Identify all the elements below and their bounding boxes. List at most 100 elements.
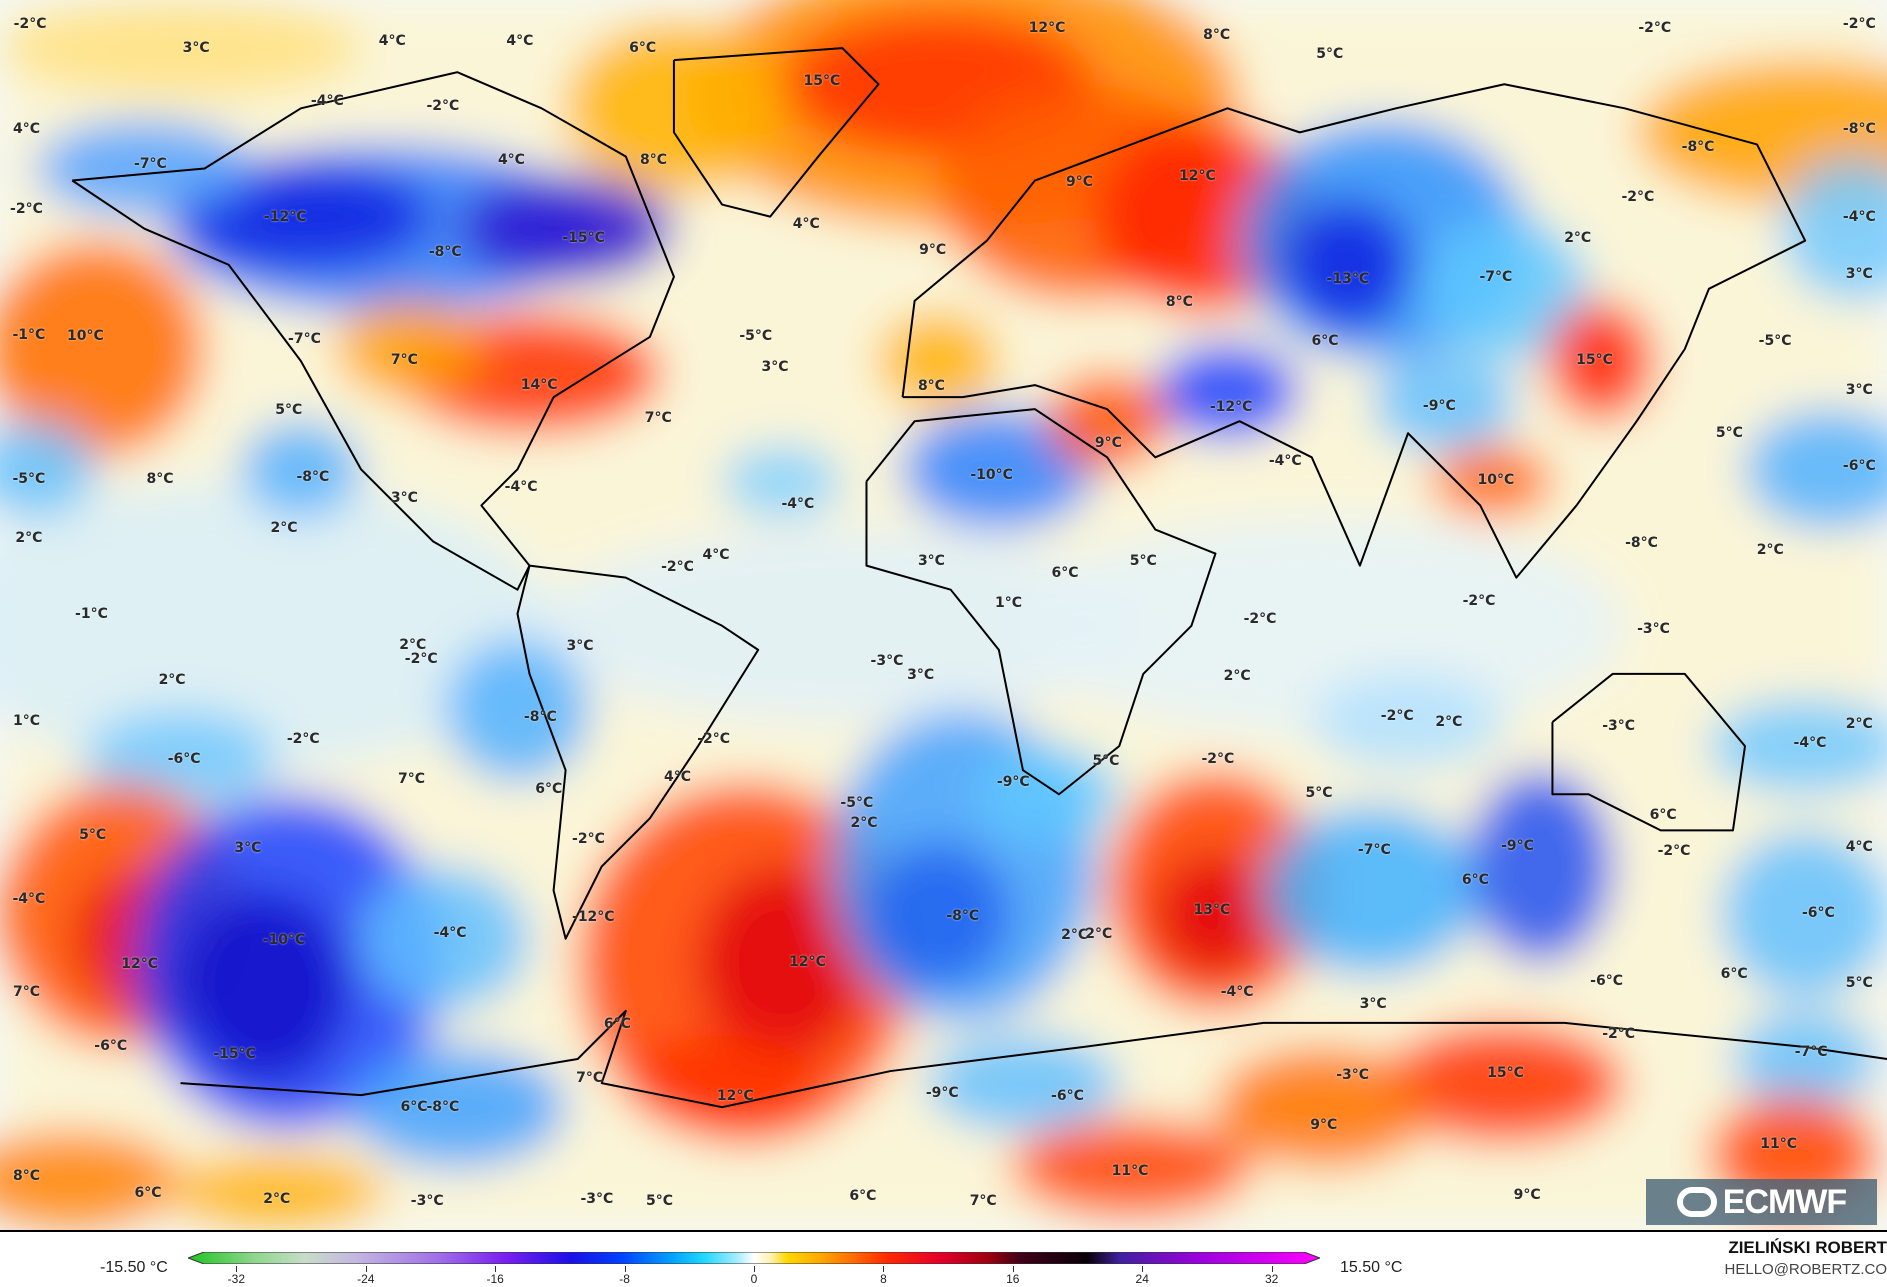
anomaly-region: [1281, 198, 1415, 331]
temperature-label: -9°C: [1422, 397, 1456, 414]
temperature-label: -4°C: [1842, 208, 1876, 225]
temperature-label: -2°C: [661, 558, 694, 575]
temperature-label: -6°C: [1051, 1088, 1084, 1105]
logo-text: ECMWF: [1722, 1182, 1847, 1221]
temperature-label: -2°C: [1657, 842, 1691, 859]
temperature-label: -3°C: [1637, 621, 1670, 638]
anomaly-field: [0, 0, 1887, 1230]
anomaly-region: [1383, 1022, 1625, 1144]
temperature-label: 8°C: [639, 152, 667, 169]
anomaly-region: [1720, 830, 1887, 999]
temperature-label: 2°C: [1085, 925, 1113, 942]
temperature-label: 15°C: [1487, 1065, 1524, 1082]
temperature-label: 2°C: [399, 637, 427, 654]
temperature-label: -2°C: [572, 830, 605, 847]
temperature-label: -4°C: [12, 890, 46, 907]
temperature-label: -3°C: [410, 1193, 444, 1210]
temperature-label: -5°C: [739, 327, 773, 344]
anomaly-region: [541, 529, 1144, 723]
temperature-label: 3°C: [1845, 266, 1873, 283]
anomaly-region: [1046, 373, 1168, 470]
temperature-label: 6°C: [1051, 564, 1079, 581]
temperature-label: -4°C: [1793, 734, 1827, 751]
temperature-label: -8°C: [428, 243, 462, 260]
temperature-label: 6°C: [535, 781, 563, 798]
temperature-label: -2°C: [1462, 592, 1496, 609]
temperature-label: 5°C: [1316, 46, 1344, 63]
temperature-label: 2°C: [1564, 230, 1592, 247]
temperature-label: 4°C: [792, 215, 820, 232]
temperature-label: 8°C: [1165, 294, 1193, 311]
temperature-label: -7°C: [134, 155, 167, 172]
temperature-label: 14°C: [520, 377, 558, 394]
temperature-label: 5°C: [1129, 552, 1157, 569]
temperature-label: -9°C: [1501, 838, 1534, 855]
temperature-label: -2°C: [697, 730, 731, 747]
anomaly-region: [336, 300, 482, 398]
colorbar-tick-label: -16: [486, 1272, 504, 1286]
temperature-label: 4°C: [1845, 839, 1873, 856]
temperature-label: -2°C: [1621, 189, 1655, 206]
temperature-label: -6°C: [1842, 457, 1876, 474]
temperature-label: 3°C: [1845, 381, 1873, 398]
anomaly-region: [0, 240, 205, 458]
anomaly-region: [84, 710, 277, 807]
anomaly-region: [1781, 156, 1887, 301]
temperature-label: -15°C: [562, 230, 605, 247]
temperature-label: 2°C: [850, 815, 878, 832]
anomaly-region: [1311, 673, 1505, 771]
temperature-label: 8°C: [146, 470, 174, 487]
temperature-label: -8°C: [426, 1099, 460, 1116]
temperature-label: -13°C: [1326, 271, 1370, 288]
temperature-label: 12°C: [1179, 167, 1216, 184]
temperature-label: 11°C: [1760, 1136, 1798, 1153]
temperature-label: -1°C: [12, 326, 46, 343]
colorbar-tick: [365, 1266, 367, 1272]
temperature-label: 12°C: [716, 1088, 754, 1105]
temperature-label: 2°C: [1223, 668, 1251, 685]
anomaly-region: [1468, 770, 1613, 963]
temperature-label: -2°C: [1243, 610, 1277, 627]
temperature-label: 5°C: [645, 1193, 673, 1210]
temperature-label: 4°C: [702, 546, 730, 563]
anomaly-region: [361, 866, 530, 1011]
min-value-label: -15.50 °C: [100, 1259, 168, 1276]
temperature-label: 15°C: [1576, 351, 1613, 368]
temperature-label: 7°C: [398, 770, 426, 787]
temperature-label: -12°C: [263, 208, 307, 225]
temperature-label: 9°C: [919, 242, 947, 259]
temperature-label: 3°C: [390, 490, 418, 507]
temperature-label: -2°C: [1201, 751, 1235, 768]
temperature-label: 9°C: [1094, 434, 1122, 451]
temperature-label: 2°C: [270, 520, 298, 537]
colorbar-tick-label: 0: [750, 1272, 758, 1286]
temperature-label: -3°C: [580, 1190, 614, 1207]
colorbar-tick: [883, 1266, 885, 1272]
anomaly-region: [1010, 1119, 1252, 1216]
temperature-label: 3°C: [907, 667, 935, 684]
colorbar-tick-label: 8: [880, 1272, 887, 1286]
coastline-australia: [1551, 672, 1746, 832]
temperature-label: -6°C: [167, 751, 201, 768]
temperature-label: -2°C: [404, 651, 438, 668]
temperature-label: 6°C: [1461, 871, 1489, 888]
temperature-label: -3°C: [1336, 1066, 1370, 1083]
temperature-label: 7°C: [390, 351, 418, 368]
anomaly-region: [878, 312, 999, 410]
temperature-label: -6°C: [1590, 972, 1624, 989]
temperature-label: -8°C: [1842, 120, 1876, 137]
temperature-label: 7°C: [576, 1070, 604, 1087]
temperature-label: 4°C: [506, 32, 534, 49]
temperature-label: 9°C: [1065, 173, 1093, 190]
temperature-label: -12°C: [572, 909, 615, 926]
temperature-label: 3°C: [761, 359, 789, 376]
author-email: HELLO@ROBERTZ.CO: [1724, 1261, 1887, 1278]
anomaly-region: [1732, 1010, 1878, 1108]
temperature-label: 3°C: [566, 638, 594, 655]
temperature-label: -6°C: [94, 1037, 128, 1054]
temperature-label: -5°C: [840, 794, 874, 811]
anomaly-region: [1420, 216, 1589, 362]
temperature-label: -7°C: [288, 331, 321, 348]
temperature-label: 3°C: [182, 40, 210, 57]
anomaly-region: [722, 445, 843, 518]
